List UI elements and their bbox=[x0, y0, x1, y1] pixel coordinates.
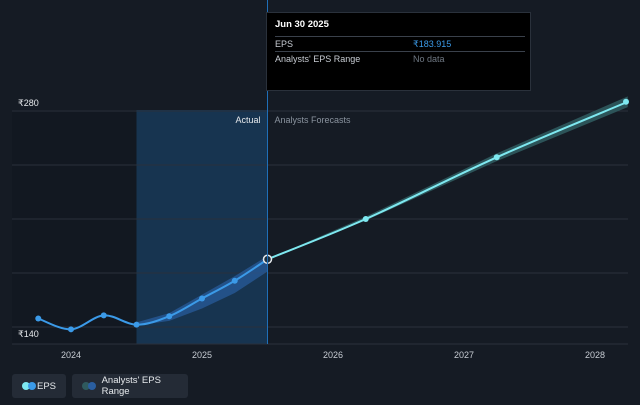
eps-point-1 bbox=[68, 326, 74, 333]
legend-analysts-range[interactable]: Analysts' EPS Range bbox=[72, 374, 188, 398]
x-tick-label-3: 2027 bbox=[454, 350, 474, 360]
y-tick-label-0: ₹280 bbox=[18, 98, 39, 108]
tooltip-eps-value: ₹183.915 bbox=[413, 39, 452, 49]
tooltip-range-row: Analysts' EPS Range No data bbox=[275, 51, 525, 65]
y-axis-ticks: ₹280 ₹140 bbox=[18, 98, 39, 339]
chart-legend: EPS Analysts' EPS Range bbox=[12, 374, 188, 398]
eps-legend-icon bbox=[22, 382, 36, 390]
hover-tooltip: Jun 30 2025 EPS ₹183.915 Analysts' EPS R… bbox=[266, 12, 531, 91]
eps-point-2 bbox=[100, 312, 107, 319]
forecast-point-3 bbox=[623, 98, 629, 105]
tooltip-eps-row: EPS ₹183.915 bbox=[275, 36, 525, 51]
series-points bbox=[35, 98, 629, 333]
range-legend-icon bbox=[82, 382, 96, 390]
x-axis-ticks: 2024 2025 2026 2027 2028 bbox=[61, 350, 605, 360]
x-tick-label-0: 2024 bbox=[61, 350, 81, 360]
legend-eps[interactable]: EPS bbox=[12, 374, 66, 398]
tooltip-date: Jun 30 2025 bbox=[275, 19, 329, 30]
tooltip-range-label: Analysts' EPS Range bbox=[275, 54, 361, 64]
tooltip-range-value: No data bbox=[413, 54, 445, 64]
gridlines bbox=[12, 110, 628, 345]
eps-point-6 bbox=[231, 277, 238, 284]
section-label-actual: Actual bbox=[235, 115, 260, 125]
range-bands bbox=[136, 96, 628, 326]
eps-point-3 bbox=[133, 321, 140, 328]
eps-point-0 bbox=[35, 315, 42, 322]
past-shaded-region bbox=[12, 110, 137, 344]
section-label-forecast: Analysts Forecasts bbox=[275, 115, 352, 125]
eps-point-4 bbox=[166, 313, 173, 320]
eps-point-5 bbox=[199, 295, 205, 302]
y-tick-label-1: ₹140 bbox=[18, 329, 39, 339]
forecast-point-1 bbox=[362, 216, 369, 222]
forecast-range-band bbox=[267, 96, 628, 260]
x-tick-label-4: 2028 bbox=[585, 350, 605, 360]
actual-region bbox=[136, 110, 268, 344]
x-tick-label-2: 2026 bbox=[323, 350, 343, 360]
tooltip-eps-label: EPS bbox=[275, 39, 294, 49]
legend-eps-label: EPS bbox=[36, 380, 56, 392]
forecast-point-2 bbox=[493, 154, 500, 161]
x-tick-label-1: 2025 bbox=[192, 350, 212, 360]
legend-range-label: Analysts' EPS Range bbox=[101, 375, 161, 397]
forecast-line bbox=[267, 100, 629, 261]
